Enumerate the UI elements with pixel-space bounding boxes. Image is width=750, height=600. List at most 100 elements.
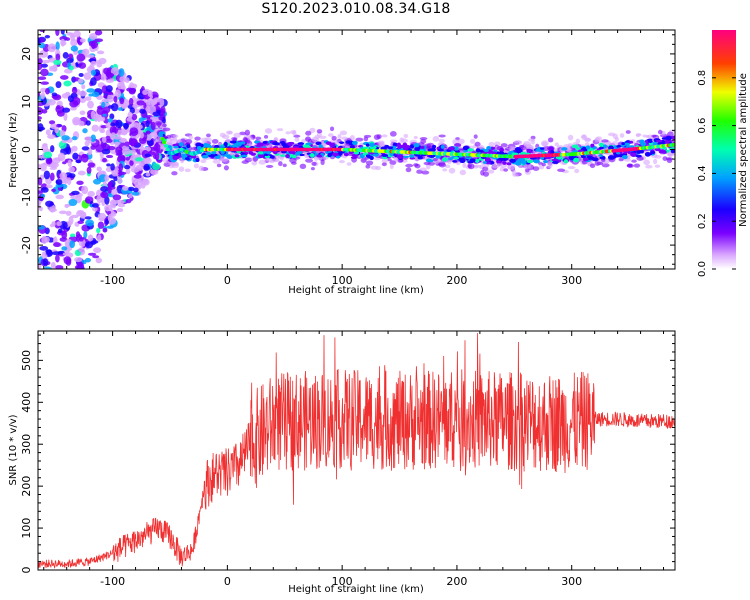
spectrogram-cell	[547, 163, 553, 169]
spectrogram-cell	[38, 116, 42, 121]
spectrogram-cell	[234, 154, 240, 158]
spectrogram-cell	[87, 162, 96, 168]
spectrogram-cell	[311, 161, 317, 166]
spectrogram-cell	[482, 161, 487, 164]
spectrogram-cell	[107, 213, 113, 222]
spectrogram-cell	[621, 142, 626, 146]
spectrogram-cell	[205, 151, 212, 156]
spectrogram-cell	[460, 157, 465, 162]
snr-xlabel: Height of straight line (km)	[288, 584, 424, 595]
spectrogram-cell	[75, 194, 82, 204]
x-tick-label: 0	[224, 274, 231, 287]
spectrogram-cell	[279, 141, 286, 145]
spectrogram-cell	[38, 206, 43, 212]
spectrogram-cell	[51, 92, 58, 97]
spectrogram-cell	[329, 126, 335, 132]
spectrogram-cell	[117, 176, 123, 185]
spectrogram-cell	[150, 116, 156, 120]
spectrogram-cell	[95, 144, 105, 153]
spectrogram-cell	[90, 134, 96, 143]
spectrogram-cell	[168, 155, 173, 160]
spectrogram-cell	[654, 147, 661, 152]
spectrogram-cell	[43, 266, 52, 269]
spectrogram-cell	[171, 171, 178, 176]
spectrogram-cell	[67, 159, 72, 167]
spectrogram-cell	[379, 141, 385, 147]
spectrogram-cell	[602, 144, 608, 149]
spectrogram-cell	[387, 146, 394, 150]
spectrogram-cell	[102, 113, 107, 117]
spectrogram-cell	[381, 162, 387, 167]
spectrogram-cell	[147, 104, 157, 114]
spectrogram-cell	[573, 157, 580, 163]
y-tick-label: 100	[20, 518, 33, 539]
spectrogram-cell	[62, 252, 68, 256]
spectrogram-cell	[279, 154, 286, 157]
spectrogram-cell	[483, 149, 489, 153]
spectrogram-cell	[101, 101, 106, 109]
spectrogram-cell	[241, 160, 249, 164]
spectrogram-cell	[670, 135, 675, 140]
spectrogram-cell	[402, 155, 410, 159]
spectrogram-cell	[283, 145, 290, 149]
spectrogram-cell	[212, 159, 221, 164]
spectrogram-cell	[162, 140, 167, 145]
y-tick-label: 400	[20, 392, 33, 413]
spectrogram-cell	[363, 134, 372, 138]
spectrogram-cell	[145, 120, 150, 128]
spectrogram-cell	[310, 166, 315, 171]
x-tick-label: 200	[446, 575, 467, 588]
spectrogram-cell	[172, 143, 180, 147]
spectrogram-cell	[346, 162, 352, 166]
spectrogram-cell	[595, 136, 603, 141]
spectrogram-cell	[167, 145, 172, 149]
spectrogram-cell	[129, 127, 139, 136]
spectrogram-cell	[666, 152, 675, 157]
spectrogram-cell	[582, 157, 589, 162]
spectrogram-cell	[223, 165, 229, 171]
spectrogram-cell	[297, 142, 305, 146]
spectrogram-cell	[305, 158, 314, 163]
spectrogram-cell	[431, 144, 437, 149]
spectrogram-cell	[71, 190, 80, 196]
spectrogram-cell	[154, 151, 160, 161]
spectrogram-cell	[375, 166, 382, 171]
spectrogram-cell	[87, 148, 93, 156]
spectrogram-cell	[75, 159, 82, 164]
snr-series-line	[38, 333, 675, 569]
spectrogram-cell	[47, 98, 56, 106]
spectrogram-cell	[671, 143, 675, 147]
spectrogram-cell	[86, 166, 92, 174]
spectrogram-cell	[272, 158, 280, 162]
spectrogram-cell	[381, 158, 388, 164]
spectrogram-cell	[106, 163, 111, 167]
spectrogram-cell	[124, 164, 131, 170]
spectrogram-cell	[152, 163, 161, 171]
spectrogram-cell	[113, 141, 121, 146]
spectrogram-cell	[38, 190, 44, 194]
spectrogram-cell	[143, 178, 148, 184]
x-tick-label: 200	[446, 274, 467, 287]
spectrogram-cell	[83, 72, 92, 80]
spectrogram-cell	[163, 144, 169, 148]
spectrogram-cell	[403, 133, 409, 139]
spectrogram-cell	[237, 141, 242, 147]
spectrogram-cell	[402, 146, 409, 151]
spectrogram-cell	[427, 159, 434, 163]
spectrogram-cell	[219, 132, 226, 138]
spectrogram-cell	[72, 119, 80, 126]
spectrogram-cell	[200, 159, 207, 164]
spectrogram-cell	[351, 140, 358, 146]
spectrogram-cell	[211, 139, 219, 144]
spectrogram-cell	[51, 251, 61, 256]
y-tick-label: 10	[20, 95, 33, 109]
colorbar-label: Normalized spectral amplitude	[738, 73, 749, 227]
spectrogram-cell	[51, 188, 57, 192]
spectrogram-cell	[645, 164, 653, 169]
spectrogram-cell	[109, 113, 115, 120]
spectrogram-cell	[309, 127, 316, 134]
spectrogram-cell	[129, 138, 138, 147]
spectrogram-cell	[484, 156, 491, 162]
spectrogram-cell	[523, 163, 532, 170]
